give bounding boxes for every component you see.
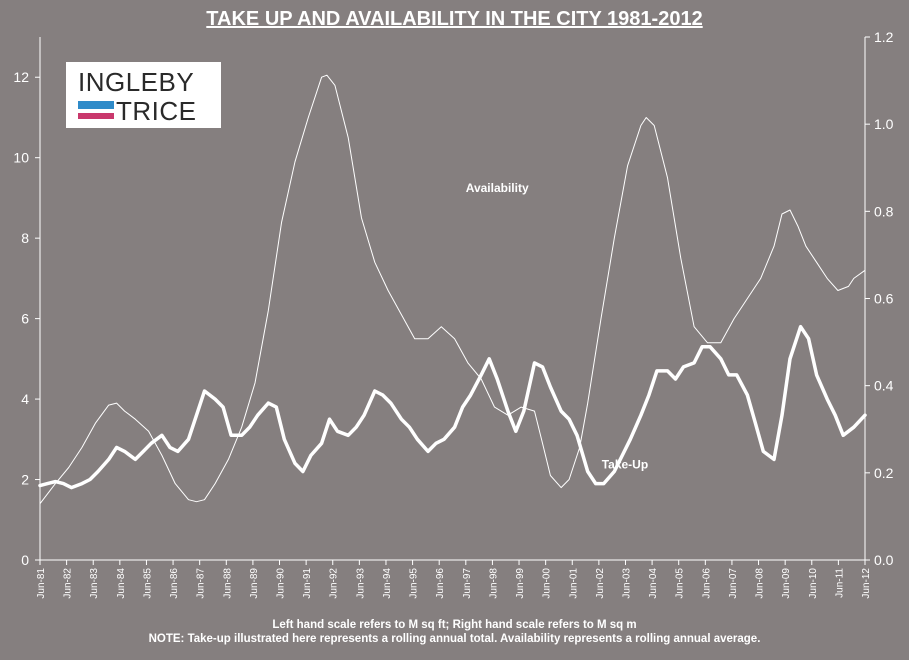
y-left-tick-label: 2 [21, 472, 29, 488]
x-tick-label: Jun-05 [675, 568, 686, 599]
y-right-tick-label: 1.0 [874, 116, 894, 132]
availability-line [39, 74, 866, 505]
y-right-tick-label: 0.4 [874, 378, 894, 394]
rolling-note: NOTE: Take-up illustrated here represent… [148, 633, 761, 645]
x-tick-label: Jun-03 [621, 568, 632, 599]
x-tick-label: Jun-81 [36, 568, 47, 599]
x-tick-label: Jun-84 [116, 568, 127, 599]
x-tick-label: Jun-04 [648, 568, 659, 599]
x-tick-label: Jun-85 [142, 568, 153, 599]
y-left-tick-label: 0 [21, 552, 29, 568]
ingleby-trice-logo: INGLEBY TRICE [66, 62, 221, 128]
y-left-tick-label: 4 [21, 391, 29, 407]
logo-blue-bar [78, 101, 114, 109]
x-tick-label: Jun-08 [755, 568, 766, 599]
x-tick-label: Jun-88 [222, 568, 233, 599]
take-up-line [38, 324, 867, 490]
y-left-tick-label: 6 [21, 311, 29, 327]
x-tick-label: Jun-11 [834, 568, 845, 598]
x-tick-label: Jun-87 [196, 568, 207, 599]
y-right-tick-label: 0.0 [874, 552, 894, 568]
x-tick-label: Jun-95 [409, 568, 420, 599]
y-right-tick-label: 1.2 [874, 29, 894, 45]
x-tick-label: Jun-91 [302, 568, 313, 599]
x-tick-label: Jun-00 [542, 568, 553, 599]
x-tick-label: Jun-82 [63, 568, 74, 599]
y-left-tick-label: 12 [13, 69, 29, 85]
logo-line2: TRICE [116, 96, 197, 126]
x-tick-label: Jun-10 [808, 568, 819, 599]
x-tick-label: Jun-01 [568, 568, 579, 599]
logo-pink-bar [78, 113, 114, 119]
y-left-tick-label: 8 [21, 230, 29, 246]
x-tick-label: Jun-92 [329, 568, 340, 599]
y-right-tick-label: 0.2 [874, 465, 894, 481]
x-tick-label: Jun-07 [728, 568, 739, 599]
x-tick-label: Jun-06 [701, 568, 712, 599]
logo-line1: INGLEBY [78, 67, 195, 97]
x-tick-label: Jun-02 [595, 568, 606, 599]
x-tick-label: Jun-93 [355, 568, 366, 599]
x-tick-label: Jun-12 [861, 568, 872, 599]
x-tick-label: Jun-96 [435, 568, 446, 599]
scale-note: Left hand scale refers to M sq ft; Right… [272, 619, 637, 631]
y-left-tick-label: 10 [13, 150, 29, 166]
x-tick-label: Jun-83 [89, 568, 100, 599]
availability-series-label: Availability [466, 181, 529, 195]
y-right-tick-label: 0.6 [874, 291, 894, 307]
x-tick-label: Jun-94 [382, 568, 393, 599]
x-tick-label: Jun-86 [169, 568, 180, 599]
y-right-tick-label: 0.8 [874, 203, 894, 219]
x-tick-label: Jun-99 [515, 568, 526, 599]
chart-title: TAKE UP AND AVAILABILITY IN THE CITY 198… [206, 8, 703, 30]
x-tick-label: Jun-98 [488, 568, 499, 599]
take-up-series-label: Take-Up [602, 457, 648, 471]
x-tick-label: Jun-09 [781, 568, 792, 599]
x-tick-label: Jun-90 [276, 568, 287, 599]
x-tick-label: Jun-89 [249, 568, 260, 599]
x-tick-label: Jun-97 [462, 568, 473, 599]
